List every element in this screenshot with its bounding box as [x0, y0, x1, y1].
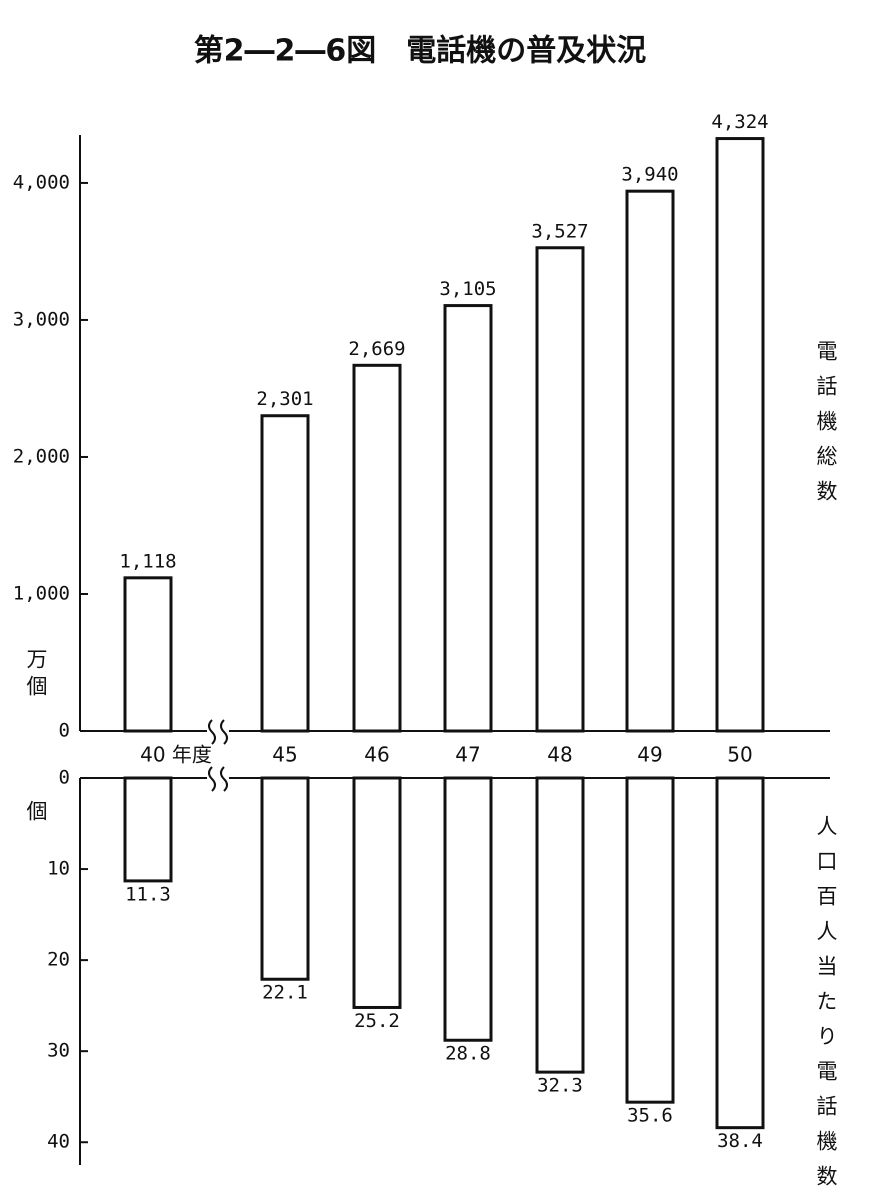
- x-tick-label: 49: [637, 743, 662, 767]
- value-label: 32.3: [537, 1075, 583, 1097]
- bar: [443, 304, 493, 733]
- bar: [123, 576, 173, 733]
- axis-break: [208, 719, 228, 792]
- value-label: 3,105: [439, 278, 496, 300]
- bar: [625, 189, 675, 733]
- x-tick-label: 48: [547, 743, 572, 767]
- y-tick-label: 0: [59, 720, 70, 742]
- value-label: 4,324: [711, 111, 768, 133]
- y-tick-label: 30: [47, 1040, 70, 1062]
- side-label: 人口百人当たり電話機数: [814, 815, 838, 1191]
- y-tick-label: 4,000: [13, 171, 70, 193]
- y-tick-label: 2,000: [13, 445, 70, 467]
- x-tick-label: 47: [455, 743, 480, 767]
- axis-break: [207, 715, 229, 795]
- y-tick-label: 0: [59, 767, 70, 789]
- bar: [715, 776, 765, 1130]
- value-label: 35.6: [627, 1105, 673, 1127]
- value-label: 3,527: [531, 220, 588, 242]
- chart-title: 第2―2―6図 電話機の普及状況: [194, 34, 647, 69]
- x-tick-label: 46: [364, 743, 389, 767]
- bar: [625, 776, 675, 1104]
- value-label: 22.1: [262, 982, 308, 1004]
- y-tick-label: 10: [47, 858, 70, 880]
- value-label: 3,940: [621, 164, 678, 186]
- bar: [443, 776, 493, 1042]
- bar: [260, 776, 310, 981]
- value-label: 28.8: [445, 1043, 491, 1065]
- value-label: 38.4: [717, 1130, 763, 1152]
- y-tick-label: 40: [47, 1131, 70, 1153]
- value-label: 2,301: [256, 388, 313, 410]
- y-tick-label: 1,000: [13, 582, 70, 604]
- bar: [123, 776, 173, 883]
- bar: [535, 776, 585, 1074]
- bar: [352, 363, 402, 733]
- x-tick-label: 45: [272, 743, 297, 767]
- y-tick-label: 3,000: [13, 308, 70, 330]
- bar: [535, 246, 585, 733]
- value-label: 11.3: [125, 883, 171, 905]
- y-unit: 万個: [24, 648, 48, 702]
- bar: [260, 414, 310, 733]
- x-tick-label: 50: [727, 743, 752, 767]
- bar: [715, 137, 765, 733]
- y-unit: 個: [24, 800, 48, 827]
- y-tick-label: 20: [47, 949, 70, 971]
- value-label: 1,118: [119, 550, 176, 572]
- value-label: 25.2: [354, 1010, 400, 1032]
- side-label: 電話機総数: [814, 340, 838, 515]
- bar: [352, 776, 402, 1009]
- value-label: 2,669: [348, 338, 405, 360]
- x-tick-label: 40 年度: [140, 743, 212, 767]
